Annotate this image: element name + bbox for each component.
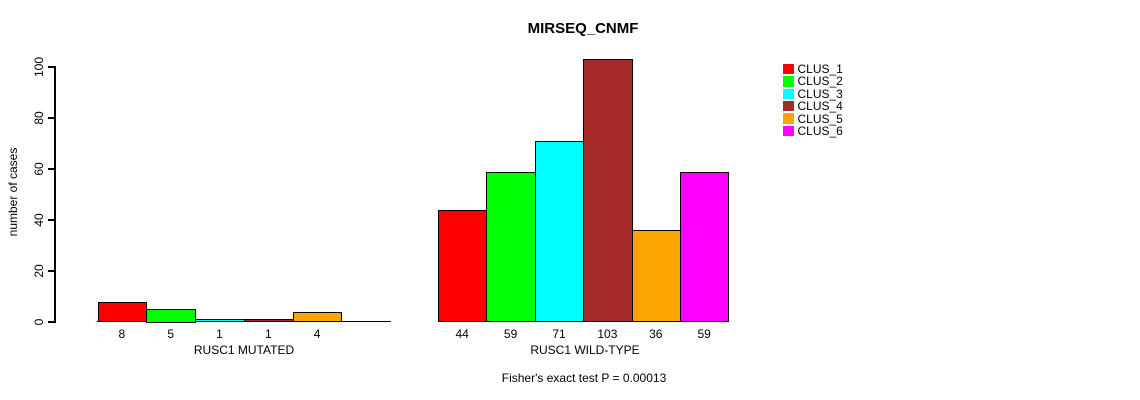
legend-item-clus_3: CLUS_3 [783,88,843,100]
bar-clus_2-group1 [146,309,197,323]
y-tick-label: 100 [32,56,46,78]
bar-clus_1-group1 [97,301,148,323]
legend-swatch-clus_1 [783,63,794,75]
legend-swatch-clus_3 [783,88,794,100]
bar-value-label: 5 [167,327,175,341]
legend-label: CLUS_5 [797,111,843,126]
legend-swatch-clus_2 [783,76,794,87]
legend-item-clus_4: CLUS_4 [783,100,843,112]
chart-title: MIRSEQ_CNMF [527,20,639,37]
y-axis-title: number of cases [6,147,20,237]
y-tick [47,219,55,221]
bar-clus_3-group1 [195,319,245,323]
legend-label: CLUS_3 [797,86,843,101]
y-tick [47,66,55,68]
legend-label: CLUS_4 [797,99,843,114]
legend-label: CLUS_2 [797,74,843,89]
legend-item-clus_5: CLUS_5 [783,113,843,125]
bar-value-label: 36 [649,327,663,341]
bar-value-label: 4 [313,327,321,341]
legend-item-clus_1: CLUS_1 [783,63,843,75]
bar-clus_5-group2 [631,230,681,323]
legend-item-clus_6: CLUS_6 [783,125,843,137]
y-tick [47,168,55,170]
legend-swatch-clus_6 [783,125,794,137]
x-group-label-mutated: RUSC1 MUTATED [193,343,295,357]
x-group-label-wildtype: RUSC1 WILD-TYPE [530,343,640,357]
bar-clus_1-group2 [438,209,488,323]
y-tick [47,117,55,119]
bar-value-label: 1 [216,327,223,341]
y-axis-line [54,66,56,323]
legend-label: CLUS_1 [797,62,843,76]
bar-value-label: 71 [552,327,566,341]
y-tick [47,270,55,272]
y-tick-label: 0 [32,318,46,326]
bar-clus_6-group2 [680,171,730,323]
bar-value-label: 44 [455,327,469,341]
bar-clus_4-group1 [243,319,294,323]
bar-clus_3-group2 [534,140,585,323]
legend-swatch-clus_5 [783,113,794,124]
bar-clus_5-group1 [292,311,343,323]
y-tick-label: 60 [32,162,46,176]
y-tick-label: 80 [32,111,46,125]
fisher-test-footnote: Fisher's exact test P = 0.00013 [501,371,667,385]
bar-value-label: 103 [597,327,618,341]
bar-value-label: 59 [697,327,711,341]
y-tick-label: 40 [32,213,46,227]
bar-value-label: 59 [503,327,518,341]
bar-value-label: 1 [264,327,272,341]
bar-clus_4-group2 [583,59,633,323]
legend-item-clus_2: CLUS_2 [783,75,843,87]
y-tick [47,321,55,323]
legend-swatch-clus_4 [783,100,794,112]
bar-value-label: 8 [118,327,126,341]
legend-label: CLUS_6 [797,124,843,138]
y-tick-label: 20 [32,264,46,278]
bar-clus_2-group2 [486,171,536,323]
